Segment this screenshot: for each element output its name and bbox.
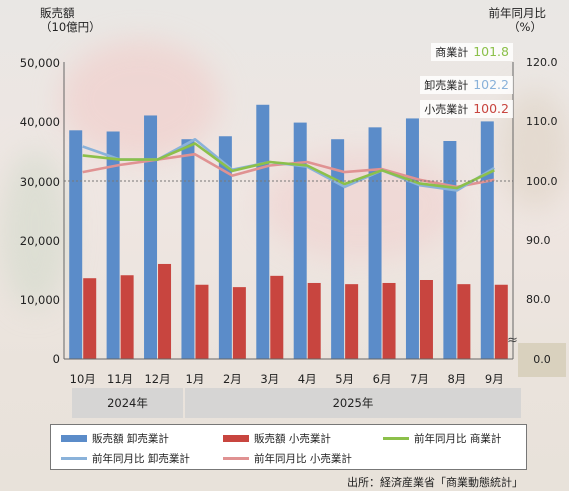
legend-label: 前年同月比 卸売業計	[92, 453, 190, 465]
bar-wholesale	[331, 139, 345, 359]
x-tick-label: 1月	[186, 372, 205, 386]
left-tick-label: 0	[52, 352, 60, 366]
x-tick-label: 2月	[223, 372, 242, 386]
source-note: 出所：経済産業省「商業動態統計」	[347, 476, 523, 489]
right-tick-label: 120.0	[526, 56, 558, 69]
callout-retail-value: 100.2	[473, 101, 509, 116]
right-tick-label: 80.0	[526, 293, 551, 306]
bar-retail	[232, 287, 246, 359]
bar-wholesale	[218, 136, 232, 359]
x-tick-label: 8月	[447, 372, 466, 386]
bar-retail	[457, 284, 471, 359]
legend-item-wholesale-sales: 販売額 卸売業計	[61, 431, 169, 446]
x-tick-label: 7月	[410, 372, 429, 386]
left-tick-label: 40,000	[19, 115, 60, 129]
callout-retail-label: 小売業計	[424, 103, 469, 116]
right-tick-label: 0.0	[518, 343, 566, 377]
left-axis-title: 販売額 （10億円）	[40, 6, 101, 34]
bar-wholesale	[144, 115, 158, 360]
callout-total-value: 101.8	[473, 44, 509, 59]
background-blur	[260, 150, 460, 260]
bar-wholesale	[256, 104, 270, 359]
bar-retail	[345, 284, 359, 359]
callout-wholesale: 卸売業計 102.2	[420, 76, 513, 94]
legend-label: 販売額 小売業計	[254, 433, 331, 445]
left-tick-label: 20,000	[19, 234, 60, 248]
bar-wholesale	[405, 118, 419, 360]
legend-label: 販売額 卸売業計	[92, 433, 169, 445]
callout-total: 商業計 101.8	[431, 43, 513, 61]
bars-retail	[83, 263, 508, 359]
left-tick-label: 10,000	[19, 293, 60, 307]
background-blur	[0, 150, 70, 310]
bar-wholesale	[69, 130, 83, 359]
legend-label: 前年同月比 商業計	[414, 433, 502, 445]
bar-wholesale	[293, 122, 307, 359]
x-tick-label: 9月	[485, 372, 504, 386]
callout-total-label: 商業計	[435, 46, 469, 59]
x-tick-label: 4月	[298, 372, 317, 386]
legend-swatch	[61, 435, 87, 442]
right-tick-label: 90.0	[526, 234, 551, 247]
legend-swatch	[223, 435, 249, 442]
callout-wholesale-value: 102.2	[473, 77, 509, 92]
axis-break-mark: ≈	[507, 333, 518, 348]
legend-item-retail-ratio: 前年同月比 小売業計	[223, 451, 352, 466]
bar-retail	[307, 282, 321, 359]
legend-item-wholesale-ratio: 前年同月比 卸売業計	[61, 451, 190, 466]
year-band-2024: 2024年	[72, 388, 183, 418]
bar-retail	[270, 275, 284, 359]
line-total-ratio	[82, 142, 495, 190]
left-tick-label: 30,000	[19, 175, 60, 189]
bar-retail	[382, 282, 396, 359]
bar-retail	[120, 275, 134, 359]
x-tick-label: 11月	[107, 372, 133, 386]
bar-wholesale	[368, 127, 382, 359]
x-tick-label: 5月	[335, 372, 354, 386]
right-tick-label: 110.0	[526, 115, 558, 128]
legend-item-retail-sales: 販売額 小売業計	[223, 431, 331, 446]
year-band-2025: 2025年	[185, 388, 521, 418]
x-tick-label: 12月	[144, 372, 170, 386]
legend-swatch	[223, 457, 249, 460]
chart-axes: ≈	[63, 62, 518, 360]
legend-swatch	[61, 457, 87, 460]
legend: 販売額 卸売業計 販売額 小売業計 前年同月比 商業計 前年同月比 卸売業計 前…	[50, 424, 527, 470]
bar-wholesale	[106, 131, 120, 359]
left-axis-title-line2: （10億円）	[40, 20, 101, 34]
left-tick-label: 50,000	[19, 56, 60, 70]
callout-wholesale-label: 卸売業計	[424, 79, 469, 92]
x-axis-labels: 10月 11月 12月 1月 2月 3月 4月 5月 6月 7月 8月 9月	[70, 372, 504, 386]
right-axis-title-line2: （%）	[508, 20, 542, 34]
legend-item-total-ratio: 前年同月比 商業計	[383, 431, 501, 446]
x-tick-label: 3月	[260, 372, 279, 386]
right-axis-title: 前年同月比 （%）	[480, 6, 547, 34]
legend-label: 前年同月比 小売業計	[254, 453, 352, 465]
x-tick-label: 6月	[373, 372, 392, 386]
legend-swatch	[383, 437, 409, 440]
bar-retail	[419, 279, 433, 359]
bar-retail	[195, 284, 209, 359]
callout-retail: 小売業計 100.2	[420, 100, 513, 118]
right-axis-title-line1: 前年同月比	[488, 6, 547, 20]
bar-wholesale	[443, 141, 457, 359]
bar-retail	[83, 278, 97, 359]
bar-wholesale	[480, 121, 494, 360]
left-axis-title-line1: 販売額	[40, 6, 75, 20]
bar-wholesale	[181, 139, 195, 359]
bar-retail	[158, 263, 172, 359]
right-tick-label: 100.0	[526, 175, 558, 188]
x-tick-label: 10月	[70, 372, 96, 386]
bar-retail	[494, 284, 508, 359]
